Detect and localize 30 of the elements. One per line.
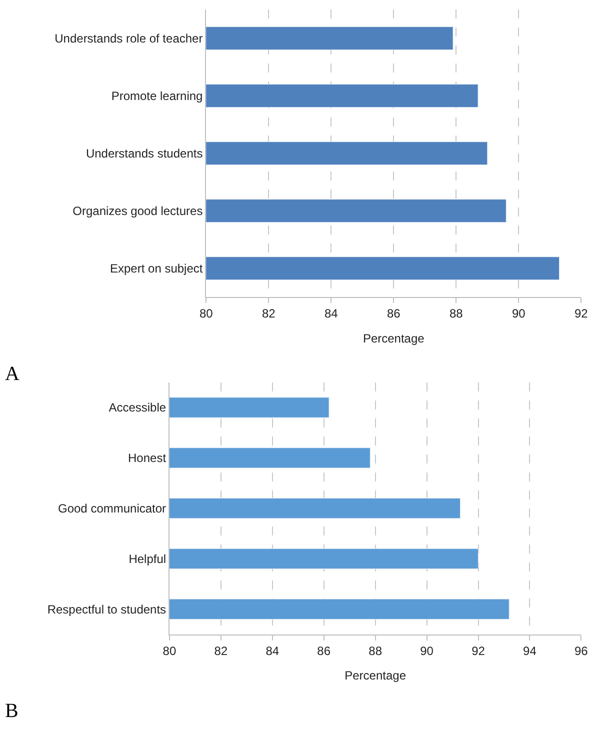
x-tick-label: 80: [162, 644, 176, 658]
text: A: [5, 363, 20, 385]
text: B: [5, 700, 18, 722]
x-axis-title: Percentage: [344, 668, 406, 683]
x-tick-label: 88: [449, 306, 464, 320]
x-tick-label: 82: [262, 306, 276, 320]
x-tick-label: 90: [512, 306, 526, 320]
x-tick-label: 92: [574, 306, 588, 320]
x-axis-title: Percentage: [362, 331, 425, 346]
y-tick-label: Good communicator: [58, 502, 166, 516]
y-tick-label: Understands role of teacher: [54, 32, 203, 46]
x-tick-label: 88: [368, 644, 382, 658]
y-tick-label: Understands students: [86, 146, 203, 161]
x-tick-label: 94: [523, 644, 537, 658]
x-tick-label: 80: [199, 306, 214, 320]
x-tick-label: 86: [317, 644, 331, 658]
y-tick-label: Respectful to students: [47, 602, 166, 616]
y-tick-label: Expert on subject: [110, 262, 204, 276]
x-tick-label: 86: [386, 306, 401, 320]
x-tick-label: 84: [324, 306, 338, 320]
x-tick-label: 82: [214, 644, 228, 658]
y-tick-label: Accessible: [108, 400, 166, 415]
x-tick-label: 92: [472, 644, 486, 658]
x-tick-label: 84: [266, 644, 280, 658]
y-tick-label: Organizes good lectures: [72, 204, 203, 218]
y-tick-label: Honest: [128, 451, 167, 466]
x-tick-label: 90: [420, 644, 434, 658]
y-tick-label: Promote learning: [111, 89, 203, 104]
x-tick-label: 96: [574, 644, 588, 658]
y-tick-label: Helpful: [128, 552, 166, 566]
